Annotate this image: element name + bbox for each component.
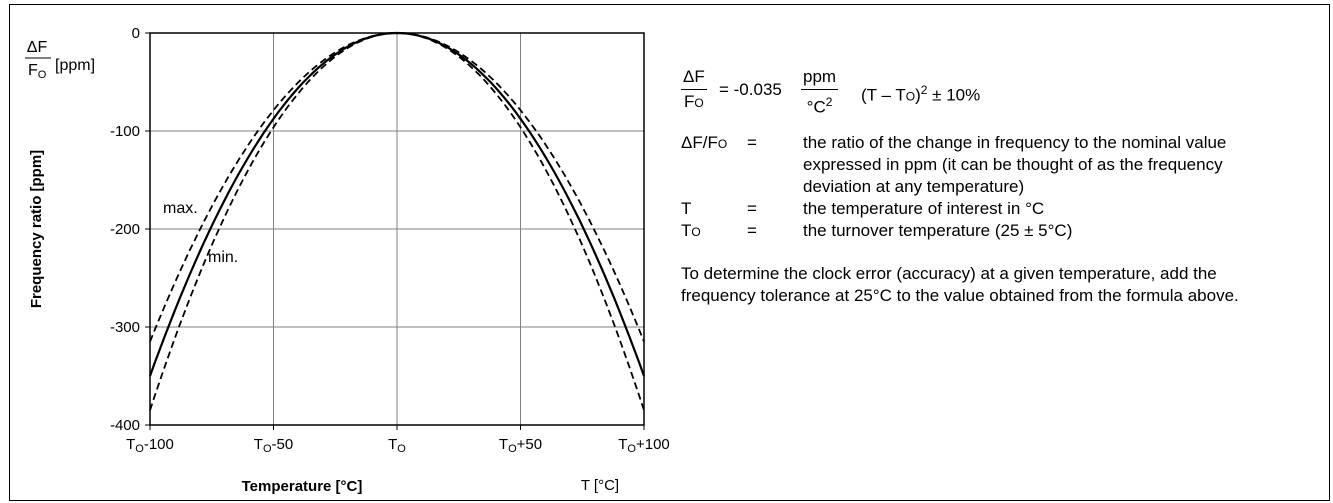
definition-equals: = xyxy=(747,133,757,152)
x-tick-label: TO-100 xyxy=(126,436,174,455)
x-axis-title: Temperature [°C] xyxy=(242,478,363,495)
plot-area xyxy=(149,32,645,426)
x-tick-label-sub: O xyxy=(397,443,406,455)
y-unit-note: [ppm] xyxy=(55,57,95,74)
chart-grid xyxy=(145,32,645,430)
figure-frame xyxy=(9,4,1330,501)
definition-term: ΔF/FO xyxy=(681,133,728,152)
definition-term: TO xyxy=(681,221,701,240)
series-line-min xyxy=(149,32,645,411)
formula-rest-sub: O xyxy=(905,89,916,104)
x-tick-label: TO+100 xyxy=(618,436,670,455)
x-tick-label: TO+50 xyxy=(499,436,542,455)
formula-lhs-denominator-sub: O xyxy=(694,96,704,110)
definition-description: the temperature of interest in °C xyxy=(803,199,1045,218)
y-tick-labels: 0 -100 -200 -300 -400 xyxy=(110,25,140,434)
x-tick-label-t: T xyxy=(618,436,627,453)
x-tick-label-t: T xyxy=(388,436,397,453)
x-tick-label-sub: O xyxy=(135,443,144,455)
x-unit-note: T [°C] xyxy=(581,477,619,494)
y-tick-label: -300 xyxy=(110,319,140,336)
definition-equals: = xyxy=(747,221,757,240)
x-tick-label-offset: -100 xyxy=(144,436,174,453)
y-unit-fraction-numerator: ΔF xyxy=(27,39,48,56)
definition-row: T = the temperature of interest in °C xyxy=(681,198,1321,220)
definition-term-sub: O xyxy=(717,137,728,151)
x-tick-label-sub: O xyxy=(627,443,636,455)
frequency-formula: ΔF FO = -0.035 ppm °C2 (T – TO)2 ± 10% xyxy=(681,62,1321,122)
min-curve-label: min. xyxy=(208,249,238,266)
definition-equals: = xyxy=(747,199,757,218)
y-tick-label: -100 xyxy=(110,123,140,140)
x-tick-label-offset: -50 xyxy=(272,436,294,453)
y-tick-label: -400 xyxy=(110,417,140,434)
formula-panel: ΔF FO = -0.035 ppm °C2 (T – TO)2 ± 10% Δ… xyxy=(681,62,1321,307)
formula-coefficient: = -0.035 xyxy=(719,80,782,99)
definition-row: ΔF/FO = the ratio of the change in frequ… xyxy=(681,132,1321,198)
y-unit-fraction-denominator: FO xyxy=(28,62,47,81)
x-tick-label-t: T xyxy=(499,436,508,453)
definitions-list: ΔF/FO = the ratio of the change in frequ… xyxy=(681,132,1321,243)
formula-unit-numerator: ppm xyxy=(803,67,837,86)
y-unit-fraction-denominator-sub: O xyxy=(38,69,47,81)
formula-lhs-numerator: ΔF xyxy=(683,67,705,86)
x-tick-label-sub: O xyxy=(263,443,272,455)
definition-description: the turnover temperature (25 ± 5°C) xyxy=(803,221,1073,240)
x-tick-labels: TO-100 TO-50 TO TO+50 TO+100 xyxy=(126,436,670,455)
frequency-ratio-chart: 0-100-200-300-400 TO-100 TO-50 TO TO+50 TO+1… xyxy=(25,25,670,495)
y-tick-label: -200 xyxy=(110,221,140,238)
definition-description: the ratio of the change in frequency to … xyxy=(803,133,1227,196)
formula-unit-fraction: ppm °C2 xyxy=(801,66,839,119)
formula-lhs-denominator: FO xyxy=(681,89,707,114)
y-tick-label: 0 xyxy=(132,25,140,42)
y-axis-title: Frequency ratio [ppm] xyxy=(28,150,45,308)
x-tick-label-sub: O xyxy=(508,443,517,455)
formula-rest: (T – TO)2 ± 10% xyxy=(861,83,981,105)
x-tick-label-offset: +100 xyxy=(636,436,670,453)
clock-error-note: To determine the clock error (accuracy) … xyxy=(681,264,1239,305)
definition-term-sub: O xyxy=(691,225,701,239)
x-tick-label-offset: +50 xyxy=(517,436,542,453)
x-tick-label: TO-50 xyxy=(254,436,293,455)
formula-unit-denominator: °C2 xyxy=(801,89,839,119)
formula-lhs-fraction: ΔF FO xyxy=(681,66,707,114)
x-tick-label-t: T xyxy=(254,436,263,453)
definition-row: TO = the turnover temperature (25 ± 5°C) xyxy=(681,220,1321,243)
x-tick-label: TO xyxy=(388,436,406,455)
max-curve-label: max. xyxy=(163,200,198,217)
formula-unit-exponent: 2 xyxy=(825,95,833,109)
definition-term: T xyxy=(681,199,692,218)
formula-rest-exponent: 2 xyxy=(920,83,928,97)
x-tick-label-t: T xyxy=(126,436,135,453)
